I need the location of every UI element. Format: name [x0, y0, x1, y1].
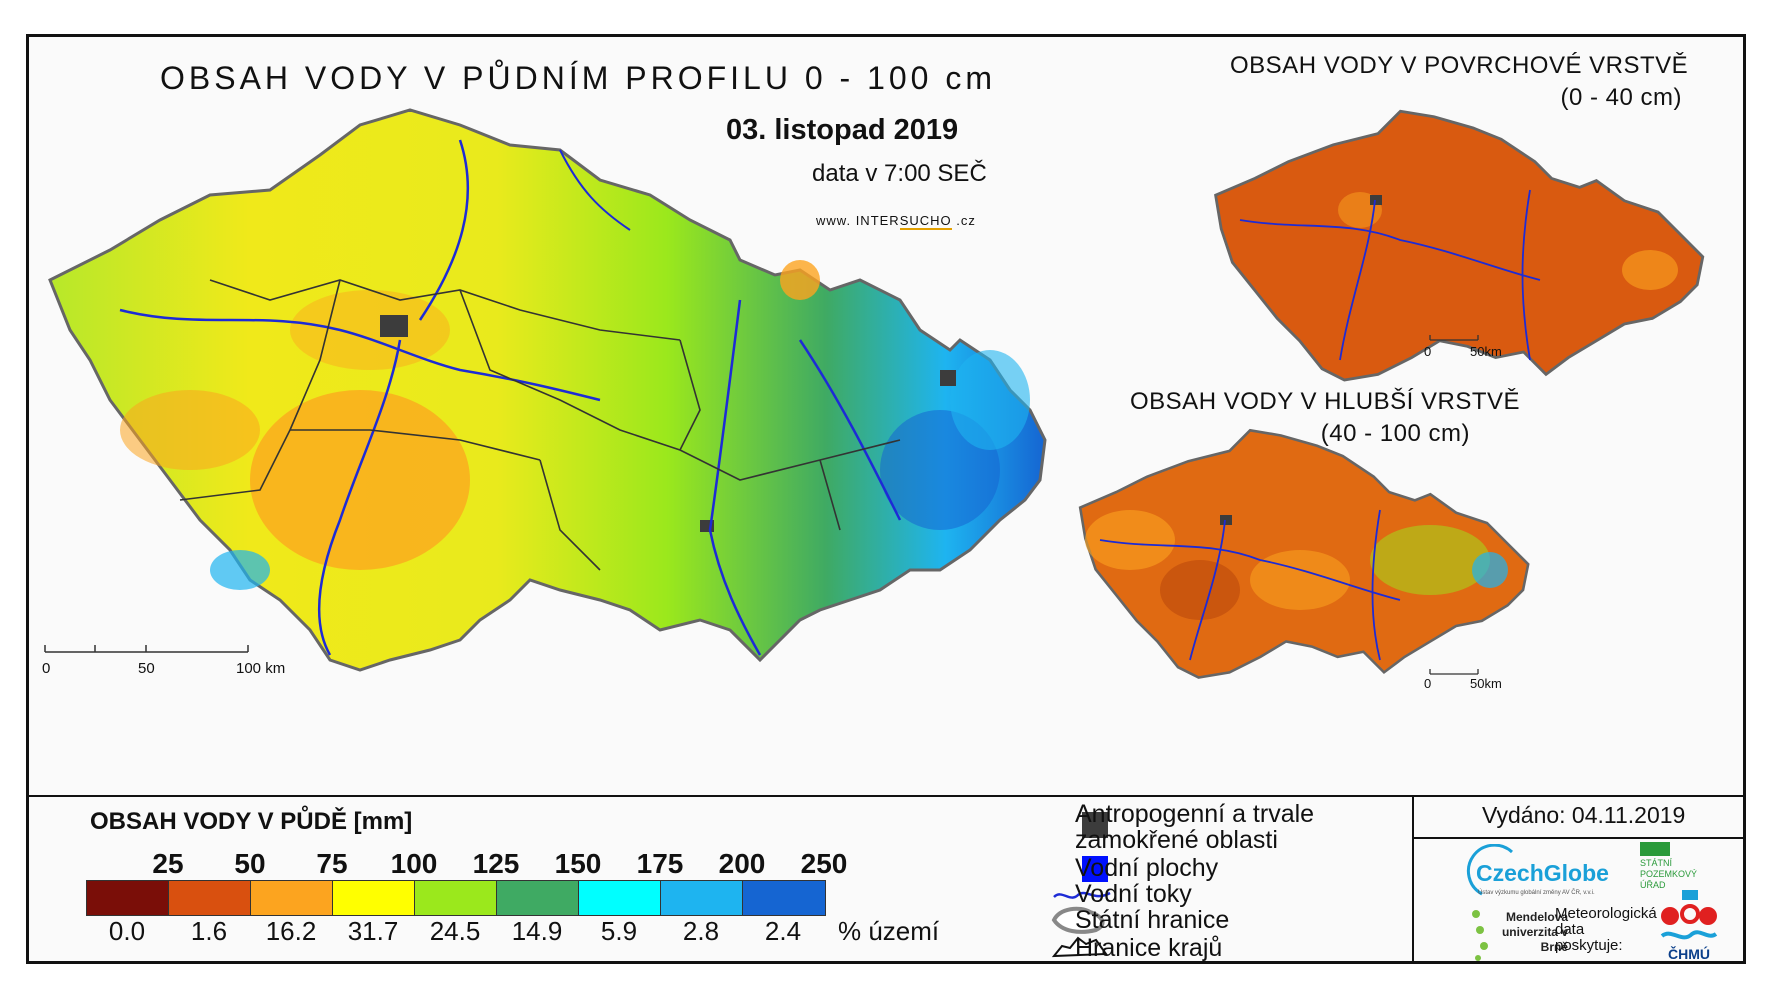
colorbar-threshold-label: 175 [636, 848, 684, 879]
website-brand-a: INTER [855, 213, 900, 228]
colorbar-swatch-8 [743, 881, 825, 915]
panel-divider-issued [1414, 837, 1746, 839]
colorbar-swatch-0 [87, 881, 169, 915]
colorbar-threshold-label: 125 [472, 848, 520, 879]
ostrava-urban-area [940, 370, 956, 386]
chmu-logo-text: ČHMÚ [1668, 946, 1710, 962]
inset-top-scale-start: 0 [1424, 344, 1432, 359]
mendel-logo-text: Mendelova univerzita v Brně [1501, 910, 1568, 954]
inset-bottom-title: OBSAH VODY V HLUBŠÍ VRSTVĚ [1130, 388, 1521, 415]
main-scale-label-50: 50 [138, 660, 155, 677]
inset-bottom-range: (40 - 100 cm) [1320, 420, 1470, 447]
colorbar-swatch-2 [251, 881, 333, 915]
main-scale-bar [44, 645, 249, 653]
legend-title: OBSAH VODY V PŮDĚ [mm] [90, 808, 413, 835]
colorbar-percent-label: 14.9 [511, 916, 563, 946]
website-brand-b: SUCHO [899, 213, 952, 230]
river-line [119, 308, 601, 402]
colorbar-threshold-label: 100 [390, 848, 438, 879]
colorbar-swatch-5 [497, 881, 579, 915]
website-suffix: .cz [956, 213, 976, 228]
inset-top-map [1214, 109, 1705, 382]
colorbar-threshold-label: 75 [316, 848, 348, 879]
state-border-label: Státní hranice [1075, 906, 1230, 934]
colorbar-percent-label: 2.4 [764, 916, 802, 946]
main-title: OBSAH VODY V PŮDNÍM PROFILU 0 - 100 cm [160, 60, 997, 96]
region-border-label: Hranice krajů [1075, 934, 1223, 962]
colorbar-percent-label: 2.8 [682, 916, 720, 946]
data-time: data v 7:00 SEČ [812, 160, 987, 187]
river-line [418, 139, 470, 321]
website-prefix: www. [816, 213, 852, 228]
main-scale-label-0: 0 [42, 660, 51, 677]
river-line [317, 339, 402, 656]
spu-logo-text: STÁTNÍ POZEMKOVÝ ÚŘAD [1640, 858, 1698, 890]
inset-top-range: (0 - 40 cm) [1560, 84, 1682, 111]
spu-logo-icon [1640, 842, 1670, 856]
met-data-provider: Meteorologická data poskytuje: [1555, 905, 1657, 954]
river-line [708, 299, 762, 656]
colorbar-percent-label: 5.9 [600, 916, 638, 946]
colorbar-threshold-label: 150 [554, 848, 602, 879]
inset-bottom-scale-start: 0 [1424, 676, 1432, 691]
inset-bottom-scale-end: 50km [1470, 676, 1502, 691]
inset-top-scale-bar [1429, 335, 1479, 341]
map-date: 03. listopad 2019 [726, 114, 959, 146]
main-scale-label-100: 100 km [236, 660, 286, 677]
colorbar-threshold-label: 200 [718, 848, 766, 879]
colorbar-swatch-1 [169, 881, 251, 915]
colorbar-threshold-label: 250 [800, 848, 848, 879]
river-line [798, 339, 902, 521]
chmu-logo-icon [1660, 890, 1718, 940]
rivers-label: Vodní toky [1075, 880, 1192, 908]
colorbar-percent-label: 16.2 [265, 916, 317, 946]
panel-divider [26, 795, 1746, 797]
main-soil-water-map [44, 108, 1047, 672]
colorbar-swatch-7 [661, 881, 743, 915]
colorbar-percent-label: 1.6 [190, 916, 228, 946]
colorbar-percent-label: 31.7 [347, 916, 399, 946]
inset-top-title: OBSAH VODY V POVRCHOVÉ VRSTVĚ [1230, 52, 1689, 79]
region-border-icon [1051, 936, 1108, 958]
panel-divider-vertical [1412, 797, 1414, 964]
colorbar-threshold-label: 50 [234, 848, 266, 879]
inset-top-scale-end: 50km [1470, 344, 1502, 359]
colorbar-swatch-4 [415, 881, 497, 915]
anthropogenic-swatch [1082, 812, 1108, 838]
czechglobe-subtitle: Ústav výzkumu globální změny AV ČR, v.v.… [1478, 890, 1595, 896]
inset-bottom-map [1078, 428, 1530, 679]
state-border-icon [1051, 906, 1105, 934]
river-line [559, 149, 631, 231]
region-borders [179, 279, 901, 571]
colorbar-threshold-label: 25 [152, 848, 184, 879]
website-url: www. INTERSUCHO .cz [816, 213, 976, 230]
percent-unit: % území [838, 916, 940, 946]
anthropogenic-label-1: Antropogenní a trvale [1075, 800, 1315, 828]
prague-urban-area [380, 315, 408, 337]
water-bodies-label: Vodní plochy [1075, 854, 1219, 882]
water-bodies-swatch [1082, 856, 1108, 882]
river-symbol-icon [1053, 891, 1111, 899]
mendel-logo-icon [1472, 910, 1488, 961]
colorbar-percent-label: 0.0 [108, 916, 146, 946]
colorbar-percent-label: 24.5 [429, 916, 481, 946]
issued-date: Vydáno: 04.11.2019 [1482, 802, 1686, 828]
colorbar-swatch-6 [579, 881, 661, 915]
czechglobe-logo-text: CzechGlobe [1476, 860, 1609, 886]
colorbar [86, 880, 826, 916]
inset-bottom-scale-bar [1429, 669, 1479, 675]
czechglobe-logo-icon [1466, 844, 1514, 896]
colorbar-swatch-3 [333, 881, 415, 915]
anthropogenic-label-2: zamokřené oblasti [1075, 826, 1278, 854]
